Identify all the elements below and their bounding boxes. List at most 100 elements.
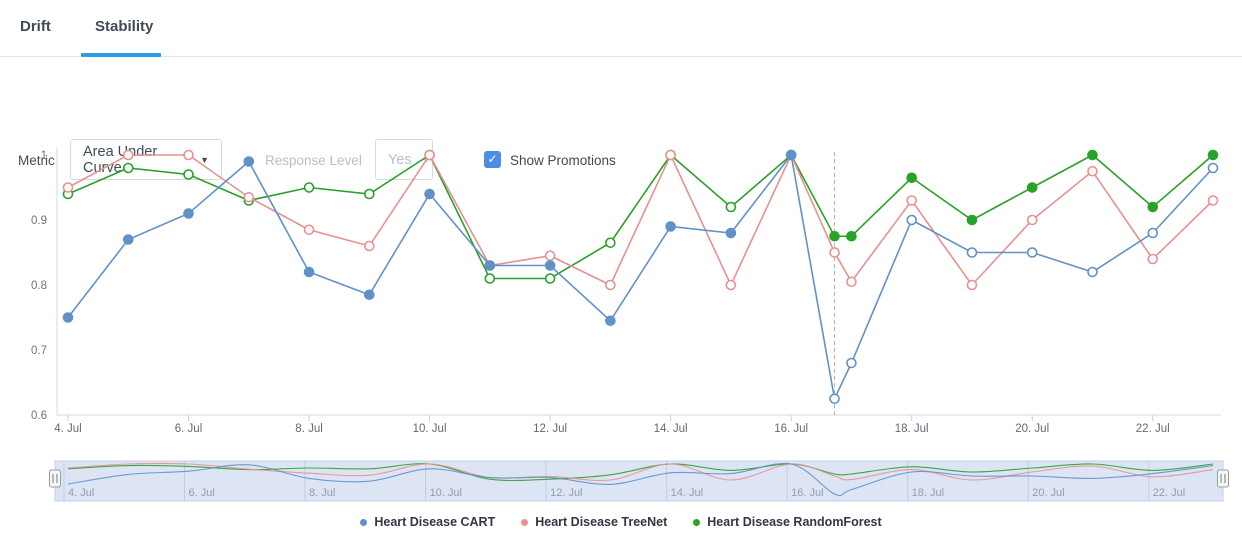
tab-bar: Drift Stability [0, 0, 1242, 57]
data-point-marker [1207, 162, 1219, 174]
navigator-handle-left[interactable] [49, 469, 61, 488]
data-point-marker [183, 169, 194, 180]
series-line [67, 153, 1214, 287]
data-point-marker [605, 279, 616, 291]
data-point-marker [544, 260, 556, 271]
navigator-tick-label: 16. Jul [791, 487, 823, 499]
data-point-marker [1147, 253, 1159, 265]
data-point-marker [846, 276, 857, 288]
x-axis-tick-label: 16. Jul [774, 423, 808, 435]
data-point-marker [62, 312, 74, 323]
navigator-series-line [67, 462, 1214, 497]
navigator-tick-label: 14. Jul [671, 487, 703, 499]
legend-label: Heart Disease RandomForest [707, 515, 882, 529]
show-promotions-label: Show Promotions [510, 153, 616, 168]
data-point-marker [829, 393, 840, 405]
data-point-marker [243, 191, 255, 203]
legend-dot-icon [693, 518, 701, 526]
x-axis-tick-label: 20. Jul [1015, 423, 1049, 435]
data-point-marker [122, 149, 134, 161]
data-point-marker [484, 260, 496, 271]
data-point-marker [725, 227, 737, 239]
legend-item[interactable]: Heart Disease CART [360, 515, 495, 529]
data-point-marker [725, 201, 737, 213]
data-point-marker [364, 289, 375, 301]
navigator-tick-label: 18. Jul [912, 487, 944, 499]
chevron-down-icon: ▼ [200, 154, 209, 165]
data-point-marker [665, 149, 676, 161]
data-point-marker [1147, 227, 1159, 239]
data-point-marker [303, 182, 315, 193]
navigator-handle-right[interactable] [1217, 469, 1229, 488]
data-point-marker [424, 188, 435, 200]
data-point-marker [665, 221, 676, 232]
data-point-marker [364, 188, 375, 200]
data-point-marker [785, 149, 797, 161]
show-promotions-checkbox[interactable]: ✓ [484, 151, 501, 168]
y-axis-tick-label: 0.9 [31, 215, 47, 227]
navigator-tick-label: 8. Jul [309, 487, 335, 499]
data-point-marker [829, 230, 840, 242]
data-point-marker [122, 162, 134, 174]
navigator-tick-label: 20. Jul [1032, 487, 1064, 499]
data-point-marker [1026, 182, 1038, 193]
x-axis-tick-label: 10. Jul [413, 423, 447, 435]
data-point-marker [303, 266, 315, 278]
x-axis-tick-label: 8. Jul [295, 423, 323, 435]
data-point-marker [303, 224, 315, 236]
data-point-marker [1207, 149, 1219, 161]
data-point-marker [424, 149, 435, 161]
data-point-marker [1087, 149, 1098, 161]
data-point-marker [122, 234, 134, 245]
data-point-marker [183, 208, 194, 219]
data-point-marker [966, 247, 978, 258]
x-axis-tick-label: 6. Jul [175, 423, 203, 435]
data-point-marker [829, 247, 840, 258]
legend-item[interactable]: Heart Disease RandomForest [693, 515, 882, 529]
tab-stability[interactable]: Stability [95, 18, 154, 35]
data-point-marker [605, 237, 616, 249]
data-point-marker [62, 182, 74, 193]
navigator-tick-label: 22. Jul [1153, 487, 1185, 499]
data-point-marker [1026, 214, 1038, 226]
y-axis-tick-label: 0.7 [31, 345, 47, 357]
legend-dot-icon [521, 518, 529, 526]
data-point-marker [544, 250, 556, 262]
x-axis-tick-label: 4. Jul [54, 423, 82, 435]
data-point-marker [544, 273, 556, 284]
data-point-marker [183, 149, 194, 161]
data-point-marker [906, 195, 917, 206]
data-point-marker [725, 279, 737, 291]
navigator-tick-label: 10. Jul [430, 487, 462, 499]
chart-legend: Heart Disease CART Heart Disease TreeNet H… [0, 510, 1242, 534]
data-point-marker [484, 273, 496, 284]
navigator-tick-label: 12. Jul [550, 487, 582, 499]
tab-drift[interactable]: Drift [20, 18, 51, 35]
x-axis-tick-label: 18. Jul [895, 423, 929, 435]
data-point-marker [1207, 195, 1219, 206]
response-level-label: Response Level [265, 153, 362, 168]
legend-label: Heart Disease TreeNet [535, 515, 668, 529]
series-line [67, 153, 1214, 280]
data-point-marker [1087, 165, 1098, 177]
data-point-marker [243, 156, 255, 167]
data-point-marker [846, 230, 857, 242]
metric-label: Metric [18, 153, 55, 168]
y-axis-tick-label: 0.8 [31, 280, 47, 292]
x-axis-tick-label: 22. Jul [1136, 423, 1170, 435]
data-point-marker [364, 240, 375, 252]
data-point-marker [906, 214, 917, 226]
checkmark-icon: ✓ [487, 152, 498, 166]
data-point-marker [1147, 201, 1159, 213]
legend-label: Heart Disease CART [374, 515, 496, 529]
navigator-tick-label: 4. Jul [68, 487, 94, 499]
data-point-marker [846, 357, 857, 369]
data-point-marker [966, 214, 978, 226]
data-point-marker [1026, 247, 1038, 258]
response-level-value: Yes [388, 151, 412, 168]
data-point-marker [605, 315, 616, 327]
legend-item[interactable]: Heart Disease TreeNet [521, 515, 667, 529]
data-point-marker [1087, 266, 1098, 278]
